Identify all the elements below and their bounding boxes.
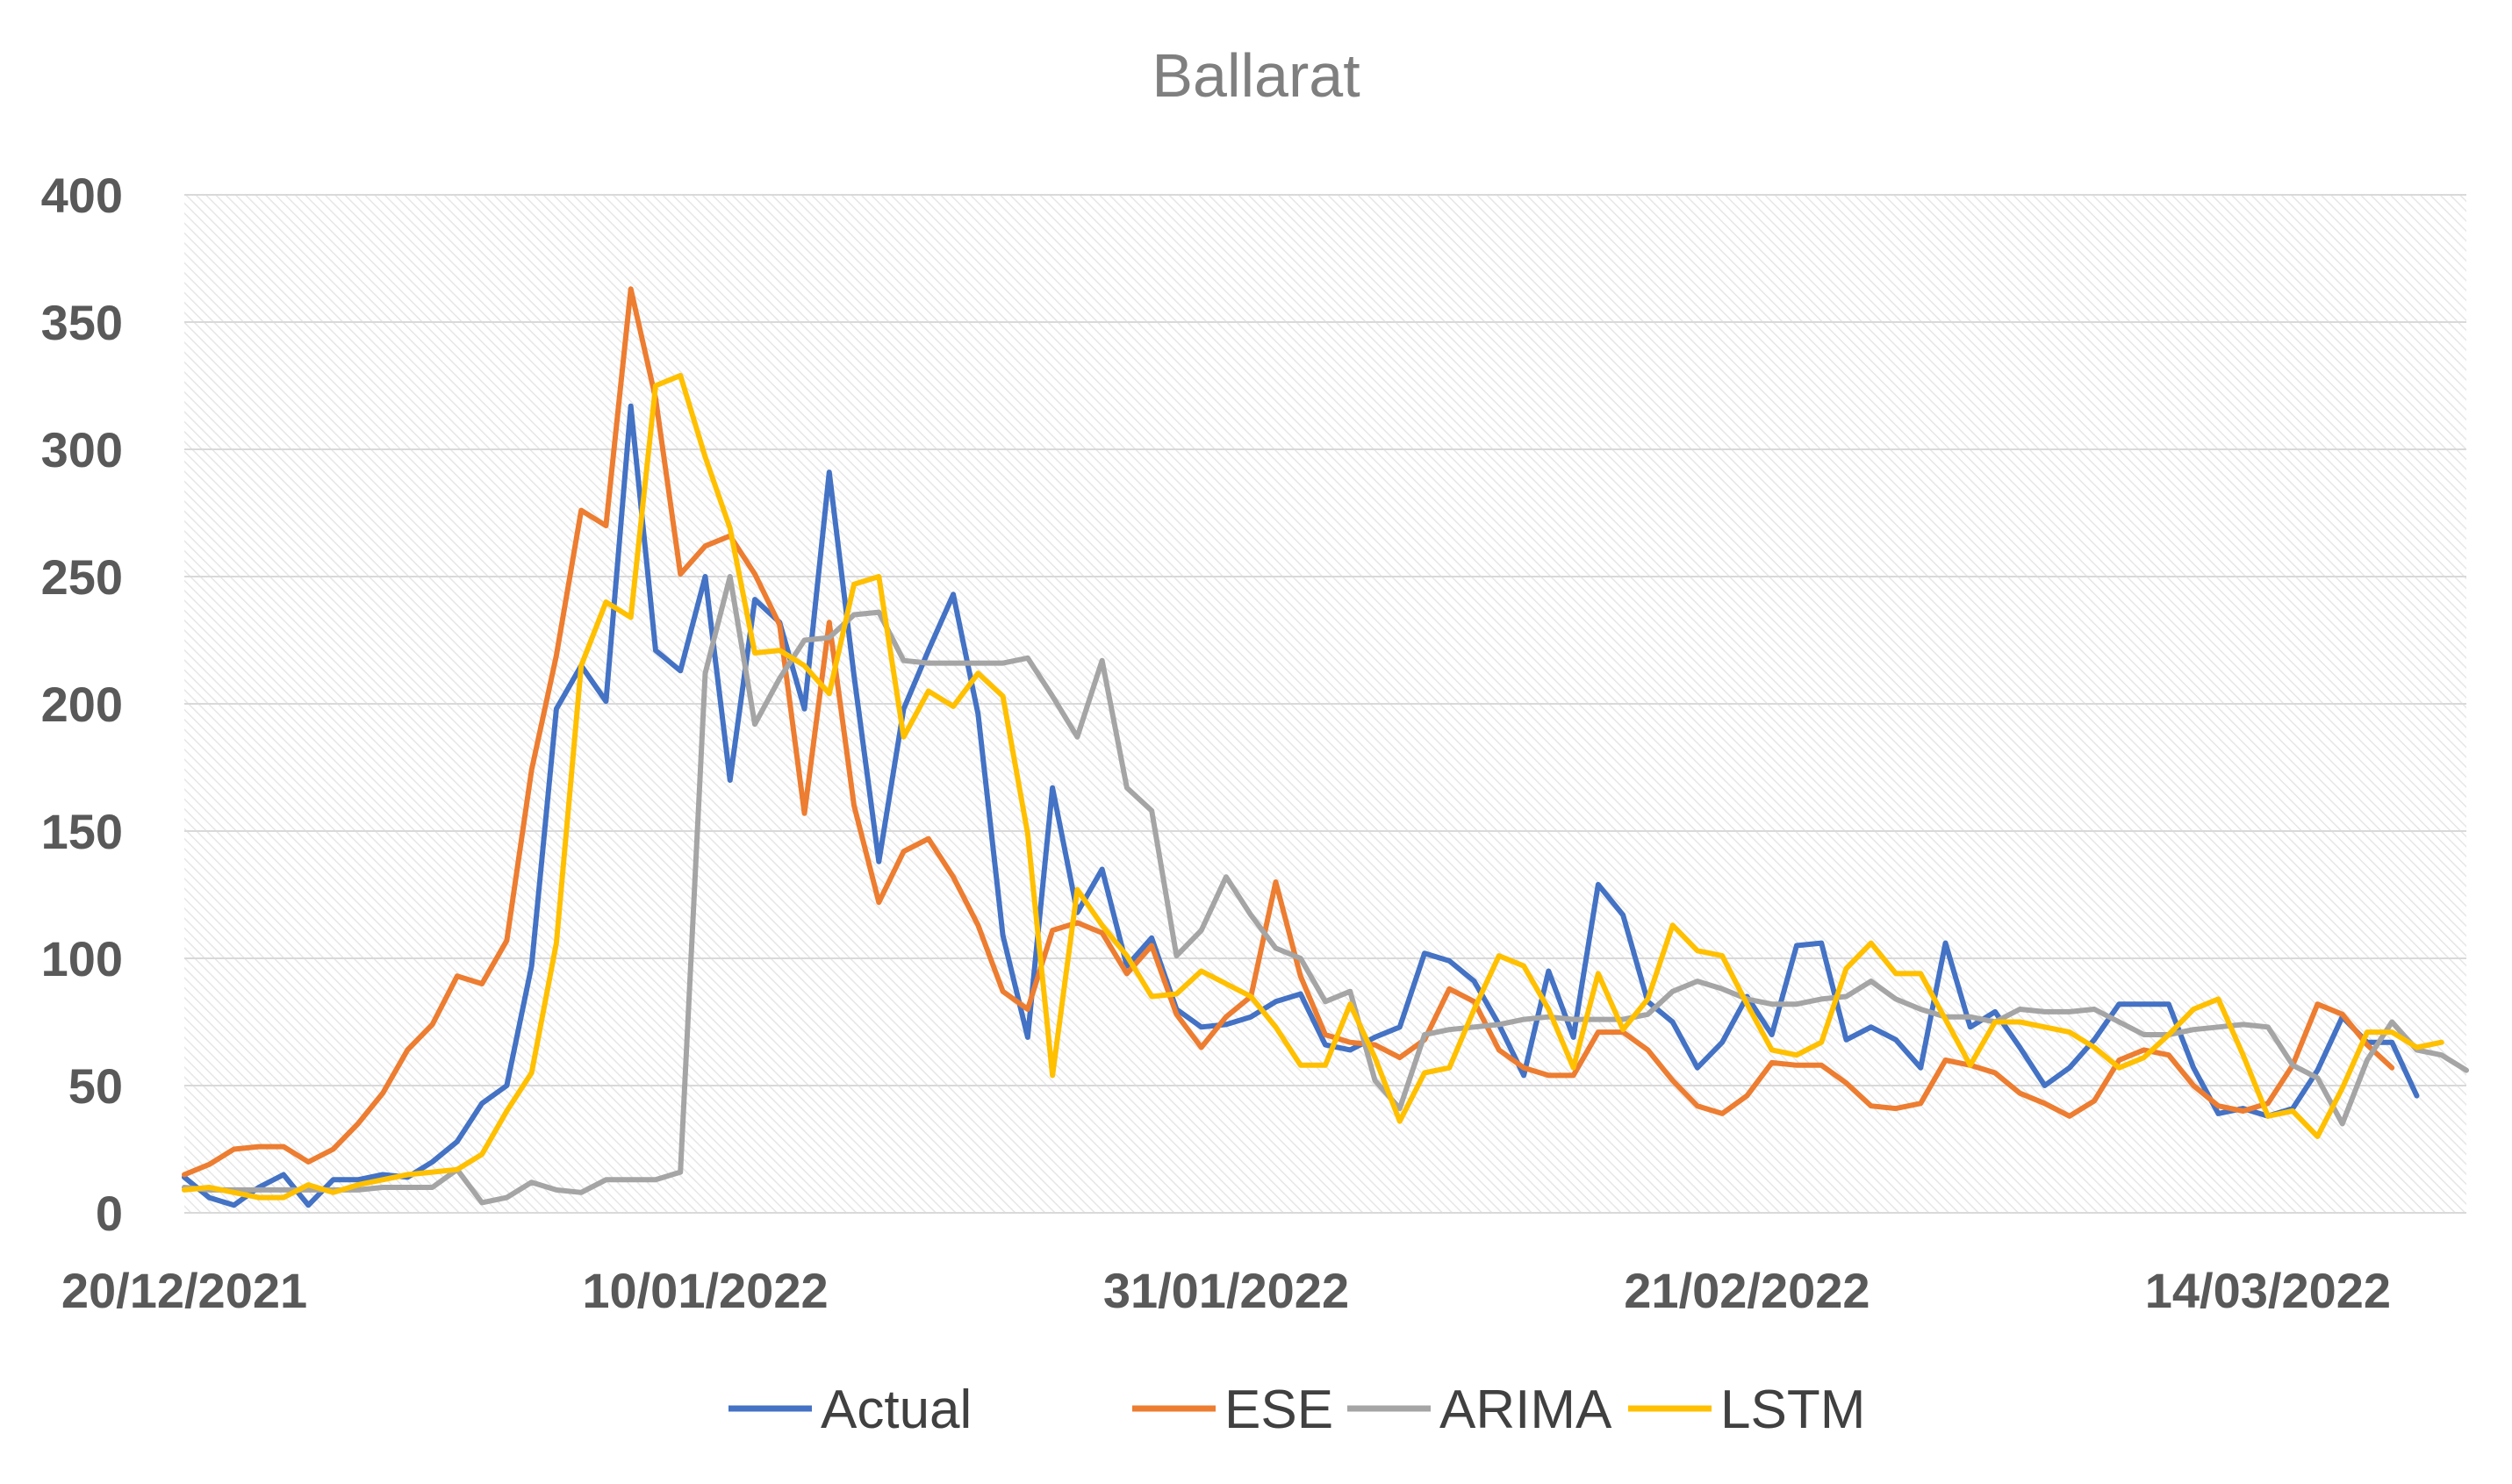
series-line-ese [182, 286, 2395, 1178]
x-tick-label: 21/02/2022 [1624, 1263, 1870, 1318]
x-tick-label: 14/03/2022 [2145, 1263, 2391, 1318]
y-tick-label: 100 [41, 931, 123, 986]
y-tick-label: 350 [41, 295, 123, 350]
series-line-arima [182, 574, 2469, 1206]
series-line-actual [182, 403, 2420, 1208]
y-tick-label: 150 [41, 804, 123, 859]
legend-item-arima: ARIMA [1347, 1380, 1612, 1440]
series-line-lstm [182, 372, 2444, 1201]
y-tick-label: 300 [41, 422, 123, 477]
chart-title: Ballarat [1152, 41, 1360, 110]
legend: Actual ESE ARIMA LSTM [728, 1380, 1865, 1440]
legend-label: ARIMA [1439, 1380, 1612, 1440]
legend-label: LSTM [1720, 1380, 1865, 1440]
y-tick-label: 50 [68, 1058, 123, 1114]
x-tick-label: 10/01/2022 [582, 1263, 828, 1318]
y-tick-label: 250 [41, 549, 123, 605]
y-tick-label: 400 [41, 168, 123, 223]
legend-item-actual: Actual [728, 1380, 972, 1440]
x-axis-ticks: 20/12/2021 10/01/2022 31/01/2022 21/02/2022… [61, 1263, 2391, 1318]
x-tick-label: 31/01/2022 [1103, 1263, 1349, 1318]
legend-item-lstm: LSTM [1628, 1380, 1865, 1440]
x-tick-label: 20/12/2021 [61, 1263, 307, 1318]
series-lines [182, 286, 2469, 1208]
legend-label: Actual [821, 1380, 972, 1440]
y-axis-ticks: 0 50 100 150 200 250 300 350 400 [41, 168, 123, 1241]
y-tick-label: 0 [96, 1186, 123, 1241]
legend-item-ese: ESE [1132, 1380, 1333, 1440]
legend-label: ESE [1224, 1380, 1333, 1440]
y-tick-label: 200 [41, 677, 123, 732]
